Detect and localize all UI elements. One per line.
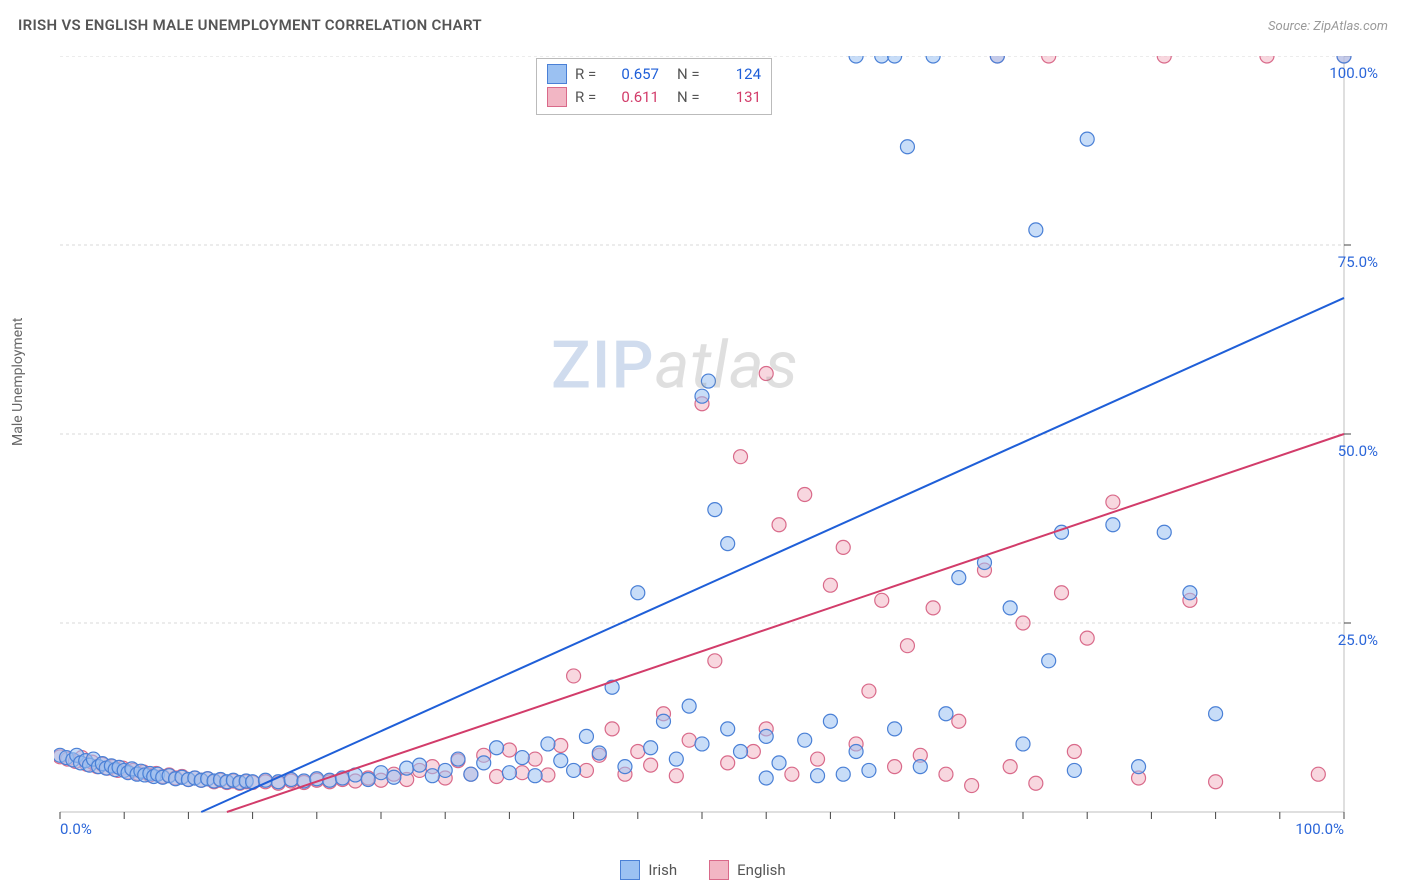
y-pct-label: 50.0% [1338, 442, 1378, 460]
legend-swatch [620, 860, 640, 880]
n-value: 131 [713, 86, 761, 109]
series-irish [54, 56, 1351, 790]
r-label: R = [575, 63, 603, 86]
chart-title: IRISH VS ENGLISH MALE UNEMPLOYMENT CORRE… [18, 16, 482, 34]
x-pct-label: 100.0% [1295, 820, 1344, 836]
legend-item-english: English [709, 860, 786, 880]
stats-row-english: R = 0.611 N = 131 [547, 86, 761, 109]
chart-source: Source: ZipAtlas.com [1268, 19, 1388, 34]
n-label: N = [677, 63, 705, 86]
legend-swatch [547, 87, 567, 107]
y-pct-label: 100.0% [1329, 64, 1378, 82]
y-axis-label: Male Unemployment [10, 318, 26, 446]
n-label: N = [677, 86, 705, 109]
stats-legend: R = 0.657 N = 124 R = 0.611 N = 131 [536, 58, 772, 115]
legend-item-irish: Irish [620, 860, 677, 880]
legend-label: Irish [648, 861, 677, 879]
x-pct-label: 0.0% [60, 820, 92, 836]
r-label: R = [575, 86, 603, 109]
chart-header: IRISH VS ENGLISH MALE UNEMPLOYMENT CORRE… [18, 16, 1388, 34]
r-value: 0.657 [611, 63, 659, 86]
legend-label: English [737, 861, 786, 879]
series-english [54, 56, 1351, 793]
series-legend: Irish English [0, 860, 1406, 880]
y-pct-label: 75.0% [1338, 253, 1378, 271]
legend-swatch [547, 64, 567, 84]
scatter-chart: 0.0% 100.0% 25.0% 50.0% 75.0% 100.0% [54, 56, 1380, 836]
n-value: 124 [713, 63, 761, 86]
chart-area: 0.0% 100.0% 25.0% 50.0% 75.0% 100.0% [54, 56, 1380, 836]
legend-swatch [709, 860, 729, 880]
r-value: 0.611 [611, 86, 659, 109]
stats-row-irish: R = 0.657 N = 124 [547, 63, 761, 86]
y-pct-label: 25.0% [1338, 631, 1378, 649]
